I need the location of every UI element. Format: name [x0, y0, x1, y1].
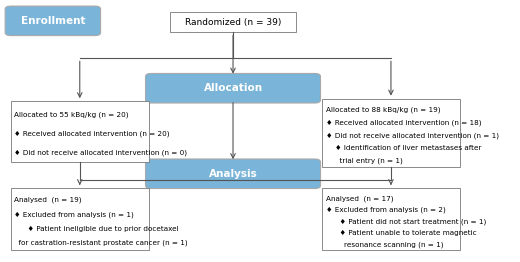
FancyBboxPatch shape: [170, 12, 296, 32]
Text: ♦ Received allocated intervention (n = 20): ♦ Received allocated intervention (n = 2…: [15, 131, 170, 137]
Text: ♦ Did not receive allocated intervention (n = 0): ♦ Did not receive allocated intervention…: [15, 149, 188, 156]
Text: Allocation: Allocation: [203, 83, 263, 93]
Text: Enrollment: Enrollment: [21, 16, 85, 26]
Text: Randomized (n = 39): Randomized (n = 39): [185, 18, 281, 27]
FancyBboxPatch shape: [146, 159, 320, 189]
FancyBboxPatch shape: [322, 99, 460, 167]
Text: ♦ Patient did not start treatment (n = 1): ♦ Patient did not start treatment (n = 1…: [326, 218, 486, 225]
Text: ♦ Identification of liver metastases after: ♦ Identification of liver metastases aft…: [326, 145, 481, 151]
Text: for castration-resistant prostate cancer (n = 1): for castration-resistant prostate cancer…: [15, 240, 188, 246]
Text: ♦ Excluded from analysis (n = 1): ♦ Excluded from analysis (n = 1): [15, 211, 134, 217]
Text: Analysed  (n = 19): Analysed (n = 19): [15, 197, 82, 203]
FancyBboxPatch shape: [11, 101, 149, 162]
Text: ♦ Received allocated intervention (n = 18): ♦ Received allocated intervention (n = 1…: [326, 119, 481, 126]
Text: Analysis: Analysis: [209, 169, 257, 179]
Text: ♦ Did not receive allocated intervention (n = 1): ♦ Did not receive allocated intervention…: [326, 132, 499, 139]
Text: Allocated to 88 kBq/kg (n = 19): Allocated to 88 kBq/kg (n = 19): [326, 106, 440, 113]
Text: ♦ Excluded from analysis (n = 2): ♦ Excluded from analysis (n = 2): [326, 207, 446, 213]
Text: trial entry (n = 1): trial entry (n = 1): [326, 158, 402, 164]
Text: ♦ Patient unable to tolerate magnetic: ♦ Patient unable to tolerate magnetic: [326, 230, 476, 236]
Text: Analysed  (n = 17): Analysed (n = 17): [326, 195, 393, 202]
FancyBboxPatch shape: [322, 188, 460, 250]
FancyBboxPatch shape: [146, 73, 320, 103]
FancyBboxPatch shape: [5, 6, 100, 36]
Text: Allocated to 55 kBq/kg (n = 20): Allocated to 55 kBq/kg (n = 20): [15, 112, 129, 118]
Text: ♦ Patient ineligible due to prior docetaxel: ♦ Patient ineligible due to prior doceta…: [15, 226, 179, 232]
FancyBboxPatch shape: [11, 188, 149, 250]
Text: resonance scanning (n = 1): resonance scanning (n = 1): [326, 241, 443, 248]
